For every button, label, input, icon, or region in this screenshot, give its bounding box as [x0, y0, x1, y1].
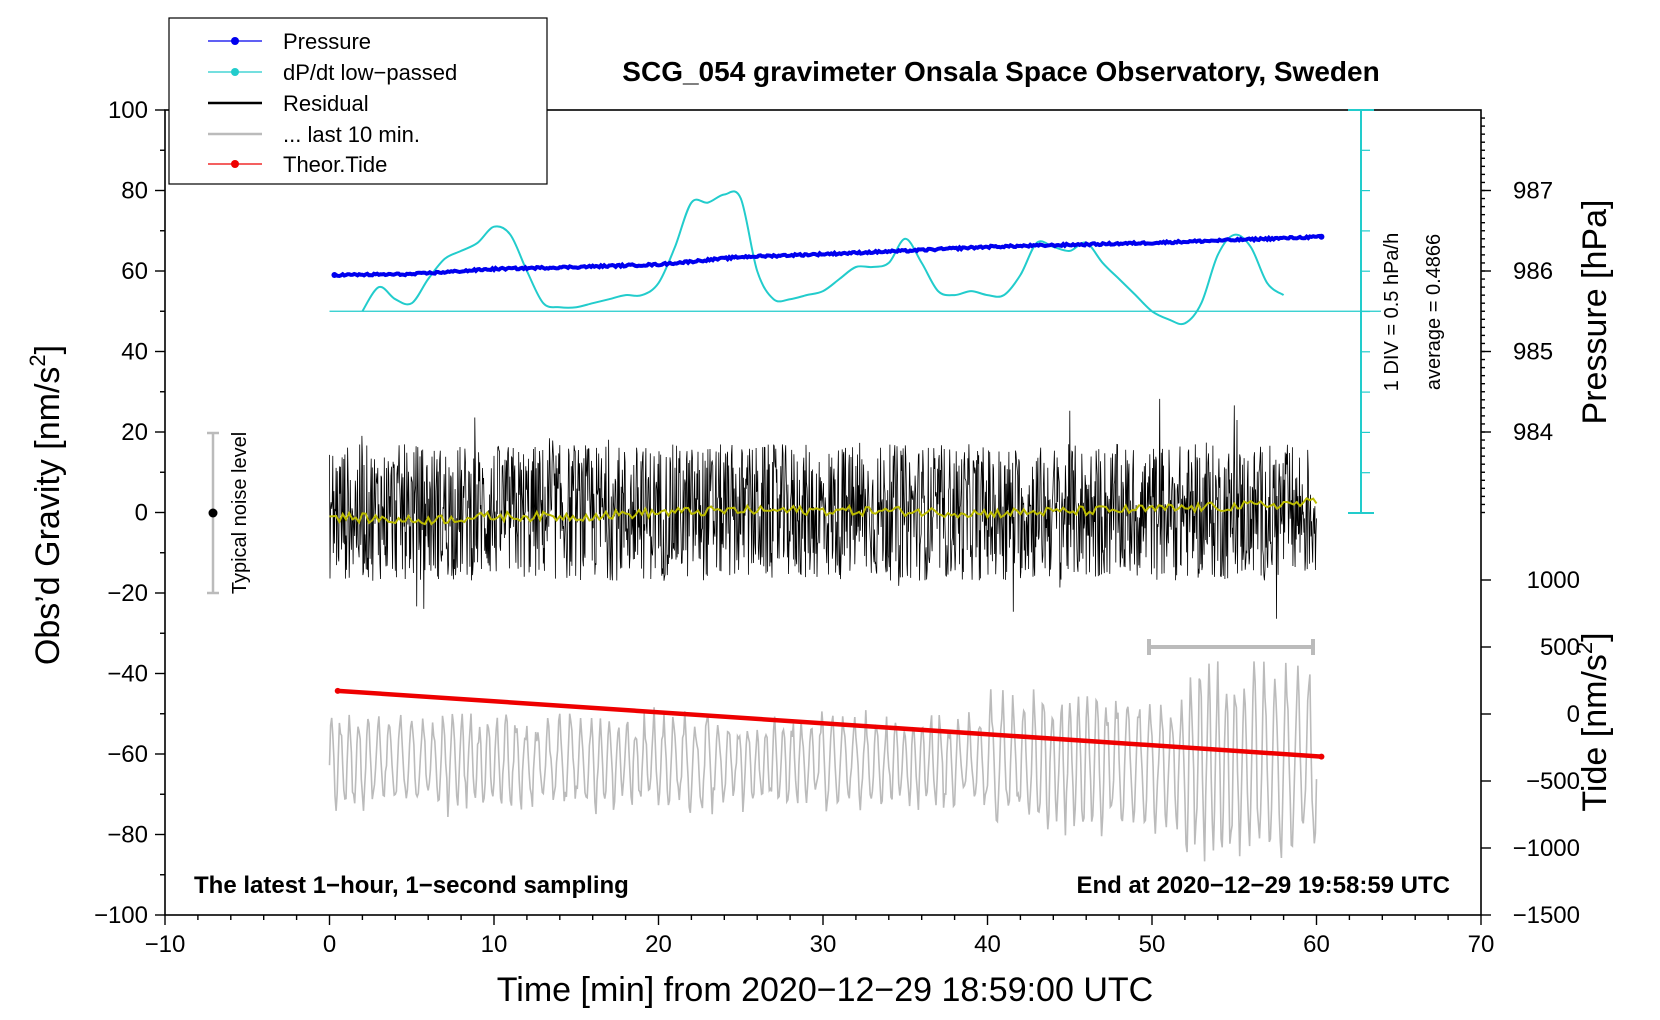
y-tick-label: 40 — [121, 339, 148, 366]
legend: Pressure dP/dt low−passed Residual ... l… — [168, 17, 548, 185]
chart-title: SCG_054 gravimeter Onsala Space Observat… — [622, 56, 1379, 87]
tide-tick-label: −1500 — [1513, 902, 1580, 929]
legend-item-tide: Theor.Tide — [208, 152, 387, 177]
x-tick-label: 20 — [645, 931, 672, 958]
annotation-bottom-right: End at 2020−12−29 19:58:59 UTC — [1076, 872, 1450, 899]
legend-item-last10: ... last 10 min. — [208, 122, 420, 147]
tide-tick-label: 0 — [1567, 701, 1580, 728]
y-axis-title-tide: Tide [nm/s2] — [1572, 632, 1614, 811]
pressure-tick-label: 984 — [1513, 419, 1553, 446]
series-pressure-start-point — [331, 272, 338, 279]
y-axis-title-tide-main: Tide [nm/s — [1576, 654, 1614, 811]
y-tick-label: 0 — [135, 500, 148, 527]
legend-marker-dpdt — [231, 68, 239, 76]
series-residual-smoothed — [329, 496, 1318, 526]
series-theor-tide-end-point — [1318, 753, 1325, 760]
ddt-scale-bar: 1 DIV = 0.5 hPa/h average = 0.4866 — [1348, 109, 1445, 514]
legend-box — [168, 17, 548, 185]
noise-level-indicator: Typical noise level — [207, 431, 251, 595]
pressure-tick-label: 987 — [1513, 178, 1553, 205]
legend-item-dpdt: dP/dt low−passed — [208, 60, 457, 85]
x-tick-label: −10 — [145, 931, 186, 958]
legend-label-tide: Theor.Tide — [283, 152, 387, 177]
series-pressure — [333, 233, 1323, 279]
x-axis-title: Time [min] from 2020−12−29 18:59:00 UTC — [497, 971, 1153, 1009]
y-axis-title-left-end: ] — [29, 345, 67, 354]
y-axis-title-left-main: Obs’d Gravity [nm/s — [29, 367, 67, 666]
series-pressure-end-point — [1318, 233, 1325, 240]
ddt-minor-ticks — [1361, 109, 1370, 474]
legend-label-pressure: Pressure — [283, 29, 371, 54]
series-last-10-min — [328, 661, 1318, 862]
x-tick-label: 30 — [810, 931, 837, 958]
y-tick-label: −20 — [107, 580, 148, 607]
x-tick-label: 70 — [1468, 931, 1495, 958]
pressure-tick-label: 985 — [1513, 339, 1553, 366]
y-axis-title-tide-sup: 2 — [1572, 642, 1597, 654]
y-axis-title-left-sup: 2 — [25, 354, 50, 366]
y-tick-label: −100 — [94, 902, 148, 929]
tide-tick-label: −1000 — [1513, 835, 1580, 862]
x-tick-label: 10 — [481, 931, 508, 958]
series-dpdt-low-passed — [361, 190, 1285, 326]
series-theor-tide — [337, 688, 1322, 759]
y-tick-label: 20 — [121, 419, 148, 446]
legend-label-last10: ... last 10 min. — [283, 122, 420, 147]
y-tick-label: 100 — [108, 97, 148, 124]
noise-dot — [208, 508, 218, 518]
y-tick-label: 60 — [121, 258, 148, 285]
tide-tick-label: 500 — [1540, 634, 1580, 661]
legend-item-residual: Residual — [208, 91, 369, 116]
y-tick-label: −80 — [107, 822, 148, 849]
legend-item-pressure: Pressure — [208, 29, 371, 54]
series-group — [328, 190, 1381, 862]
y-tick-label: −40 — [107, 661, 148, 688]
pressure-tick-label: 986 — [1513, 258, 1553, 285]
tide-tick-label: −500 — [1526, 768, 1580, 795]
y-axis-title-left: Obs’d Gravity [nm/s2] — [25, 345, 67, 665]
annotation-bottom-left: The latest 1−hour, 1−second sampling — [194, 872, 629, 899]
x-tick-label: 40 — [974, 931, 1001, 958]
x-tick-label: 50 — [1139, 931, 1166, 958]
y-tick-label: −60 — [107, 741, 148, 768]
legend-label-residual: Residual — [283, 91, 369, 116]
series-residual — [329, 398, 1317, 619]
series-theor-tide-start-point — [334, 687, 341, 694]
tide-tick-label: 1000 — [1527, 567, 1580, 594]
y-axis-title-pressure: Pressure [hPa] — [1576, 200, 1614, 425]
y-tick-label: 80 — [121, 178, 148, 205]
ticks-group: −10 0 10 20 30 40 50 60 70−100−80−60−40−20020406… — [94, 97, 1580, 958]
average-label: average = 0.4866 — [1423, 234, 1445, 390]
last-10-min-bracket — [1147, 639, 1315, 655]
x-tick-label: 0 — [323, 931, 336, 958]
legend-label-dpdt: dP/dt low−passed — [283, 60, 457, 85]
noise-label: Typical noise level — [229, 432, 251, 594]
x-tick-label: 60 — [1303, 931, 1330, 958]
div-label: 1 DIV = 0.5 hPa/h — [1381, 233, 1403, 391]
legend-marker-tide — [231, 160, 239, 168]
y-axis-title-tide-end: ] — [1576, 632, 1614, 641]
legend-marker-pressure — [231, 37, 239, 45]
